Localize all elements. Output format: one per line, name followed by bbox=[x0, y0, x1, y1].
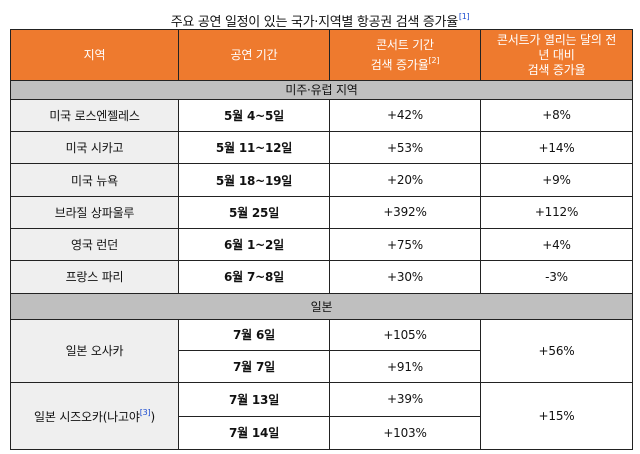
prevyear-growth-cell: +56% bbox=[480, 318, 633, 384]
prevyear-growth-cell: +9% bbox=[480, 163, 633, 197]
table-row: 브라질 상파울루 5월 25일 +392% +112% bbox=[10, 195, 633, 230]
section-americas-europe: 미주·유럽 지역 bbox=[10, 80, 633, 100]
region-cell: 미국 뉴욕 bbox=[10, 163, 179, 197]
concert-growth-cell: +30% bbox=[329, 260, 481, 294]
header-footnote-link[interactable]: [2] bbox=[428, 55, 440, 65]
header-period: 공연 기간 bbox=[178, 29, 330, 81]
concert-growth-cell: +91% bbox=[329, 349, 481, 384]
prevyear-growth-cell: -3% bbox=[480, 260, 633, 294]
region-cell: 영국 런던 bbox=[10, 227, 179, 262]
concert-growth-cell: +20% bbox=[329, 163, 481, 197]
section-row: 미주·유럽 지역 bbox=[10, 80, 633, 100]
table-row: 7월 7일 +91% bbox=[11, 349, 633, 384]
table-row: 영국 런던 6월 1~2일 +75% +4% bbox=[10, 227, 633, 262]
concert-growth-cell: +392% bbox=[329, 195, 481, 230]
period-cell: 7월 13일 bbox=[178, 382, 330, 417]
table-row: 7월 14일 +103% bbox=[11, 415, 633, 451]
region-name-suffix: ) bbox=[150, 409, 155, 424]
concert-growth-cell: +75% bbox=[329, 227, 481, 262]
period-cell: 5월 4~5일 bbox=[178, 98, 330, 133]
header-concert-line1: 콘서트 기간 bbox=[376, 37, 434, 52]
table-row: 미국 뉴욕 5월 18~19일 +20% +9% bbox=[10, 163, 633, 197]
table-row: 프랑스 파리 6월 7~8일 +30% -3% bbox=[10, 260, 633, 294]
header-prevyear-growth: 콘서트가 열리는 달의 전 년 대비 검색 증가율 bbox=[480, 29, 633, 81]
region-cell: 일본 시즈오카(나고야[3]) bbox=[10, 382, 179, 450]
region-cell: 미국 시카고 bbox=[10, 131, 179, 165]
table-row: 미국 로스엔젤레스 5월 4~5일 +42% +8% bbox=[10, 98, 633, 133]
table-row: 일본 시즈오카(나고야[3]) 7월 13일 +39% +15% bbox=[10, 382, 633, 450]
region-name: 일본 시즈오카(나고야 bbox=[34, 409, 140, 424]
search-growth-table: 지역 공연 기간 콘서트 기간 검색 증가율[2] 콘서트가 열리는 달의 전 … bbox=[10, 29, 633, 451]
header-prevyear-line3: 검색 증가율 bbox=[527, 62, 586, 77]
period-cell: 5월 18~19일 bbox=[178, 163, 330, 197]
prevyear-growth-cell: +15% bbox=[480, 382, 633, 450]
table-row: 일본 오사카 7월 6일 +105% +56% bbox=[10, 318, 633, 384]
prevyear-growth-cell: +14% bbox=[480, 131, 633, 165]
table-title-text: 주요 공연 일정이 있는 국가·지역별 항공권 검색 증가율 bbox=[170, 15, 458, 31]
prevyear-growth-cell: +112% bbox=[480, 195, 633, 230]
period-cell: 7월 7일 bbox=[178, 349, 330, 384]
table-title: 주요 공연 일정이 있는 국가·지역별 항공권 검색 증가율[1] bbox=[0, 8, 640, 32]
concert-growth-cell: +53% bbox=[329, 131, 481, 165]
header-concert-growth: 콘서트 기간 검색 증가율[2] bbox=[329, 29, 481, 81]
period-cell: 7월 14일 bbox=[178, 415, 330, 451]
concert-growth-cell: +103% bbox=[329, 415, 481, 451]
header-region: 지역 bbox=[10, 29, 179, 81]
region-cell: 일본 오사카 bbox=[10, 318, 179, 384]
title-footnote-link[interactable]: [1] bbox=[458, 12, 470, 21]
region-footnote-link[interactable]: [3] bbox=[139, 407, 151, 417]
prevyear-growth-cell: +8% bbox=[480, 98, 633, 133]
concert-growth-cell: +42% bbox=[329, 98, 481, 133]
header-prevyear-line1: 콘서트가 열리는 달의 전 bbox=[496, 32, 617, 47]
region-cell: 미국 로스엔젤레스 bbox=[10, 98, 179, 133]
period-cell: 6월 1~2일 bbox=[178, 227, 330, 262]
header-concert-line2: 검색 증가율 bbox=[370, 57, 429, 72]
header-prevyear-line2: 년 대비 bbox=[538, 47, 575, 62]
table-row: 미국 시카고 5월 11~12일 +53% +14% bbox=[10, 131, 633, 165]
region-cell: 브라질 상파울루 bbox=[10, 195, 179, 230]
header-row: 지역 공연 기간 콘서트 기간 검색 증가율[2] 콘서트가 열리는 달의 전 … bbox=[10, 29, 633, 81]
period-cell: 5월 11~12일 bbox=[178, 131, 330, 165]
concert-growth-cell: +105% bbox=[329, 318, 481, 351]
concert-growth-cell: +39% bbox=[329, 382, 481, 417]
period-cell: 5월 25일 bbox=[178, 195, 330, 230]
section-row: 일본 bbox=[10, 292, 633, 320]
period-cell: 6월 7~8일 bbox=[178, 260, 330, 294]
prevyear-growth-cell: +4% bbox=[480, 227, 633, 262]
region-cell: 프랑스 파리 bbox=[10, 260, 179, 294]
section-japan: 일본 bbox=[10, 292, 633, 320]
period-cell: 7월 6일 bbox=[178, 318, 330, 351]
